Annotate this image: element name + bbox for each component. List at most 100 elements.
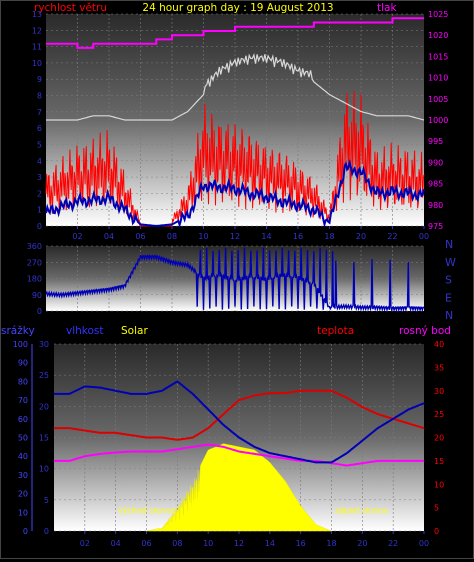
- y-tick-label: 25: [434, 410, 444, 419]
- temperature-y-axis: 0 5 10 15 20 25 30 35 40: [434, 340, 444, 536]
- wind-series: [45, 17, 425, 229]
- y-tick-label: 10: [32, 59, 42, 68]
- y-tick-label: 1015: [428, 52, 448, 61]
- y-tick-label: 5: [37, 140, 42, 149]
- sunrise-annotation: východ slunce: [118, 506, 175, 515]
- humidity-label: vlhkost: [66, 325, 104, 337]
- series-pressure: [46, 17, 424, 49]
- series-humidity: [54, 380, 425, 464]
- y-tick-label: 995: [428, 137, 443, 146]
- rain-y-axis: 0 10 20 30 40 50 60 70 80 90 100: [13, 340, 33, 536]
- y-tick-label: 6: [37, 124, 42, 133]
- y-tick-label: 10: [18, 508, 28, 517]
- y-tick-label: 9: [37, 75, 42, 84]
- y-tick-label: 2: [37, 189, 42, 198]
- chart-title: 24 hour graph day : 19 August 2013: [142, 2, 333, 14]
- y-tick-label: 180: [27, 275, 42, 284]
- y-tick-label: 1025: [428, 10, 448, 19]
- y-tick-label: 13: [32, 10, 42, 19]
- x-tick-label: 12: [234, 539, 244, 548]
- x-tick-label: 06: [135, 232, 145, 241]
- dewpoint-label: rosný bod: [399, 325, 451, 337]
- y-tick-label: 8: [37, 92, 42, 101]
- y-tick-label: 30: [434, 387, 444, 396]
- x-tick-label: 22: [388, 539, 398, 548]
- temp-series: [54, 380, 425, 532]
- y-tick-label: 12: [32, 26, 42, 35]
- series-solar: [146, 443, 332, 532]
- y-tick-label: 975: [428, 222, 443, 231]
- sunset-annotation: západ slunce: [335, 506, 388, 515]
- y-tick-label: 7: [37, 108, 42, 117]
- x-tick-label: 20: [356, 232, 366, 241]
- y-tick-label: 985: [428, 180, 443, 189]
- y-tick-label: 0: [434, 527, 439, 536]
- x-tick-label: 14: [261, 232, 271, 241]
- y-tick-label: 70: [18, 396, 28, 405]
- y-tick-label: 20: [434, 434, 444, 443]
- series-wind-gust: [45, 91, 425, 227]
- y-tick-label: 0: [37, 307, 42, 316]
- series-temperature: [54, 389, 425, 441]
- y-tick-label: 0: [23, 527, 28, 536]
- wind-x-axis: 02 04 06 08 10 12 14 16 18 20 22 00: [72, 226, 429, 241]
- x-tick-label: 16: [293, 232, 303, 241]
- y-tick-label: 30: [18, 471, 28, 480]
- x-tick-label: 14: [265, 539, 275, 548]
- y-tick-label: 40: [434, 340, 444, 349]
- x-tick-label: 06: [141, 539, 151, 548]
- x-tick-label: 22: [387, 232, 397, 241]
- x-tick-label: 02: [80, 539, 90, 548]
- y-tick-label: 980: [428, 201, 443, 210]
- y-tick-label: 60: [18, 415, 28, 424]
- y-tick-label: 1020: [428, 31, 448, 40]
- solar-label: Solar: [121, 325, 148, 337]
- y-tick-label: 10: [39, 465, 49, 474]
- y-tick-label: 20: [18, 490, 28, 499]
- x-tick-label: 08: [167, 232, 177, 241]
- x-tick-label: 00: [419, 539, 429, 548]
- wind-speed-label: rychlost větru: [34, 2, 107, 14]
- y-tick-label: 360: [27, 242, 42, 251]
- series-wind-direction: [45, 247, 425, 313]
- y-tick-label: 10: [434, 480, 444, 489]
- y-tick-label: 50: [18, 434, 28, 443]
- x-tick-label: 00: [419, 232, 429, 241]
- x-tick-label: 08: [172, 539, 182, 548]
- y-tick-label: 15: [39, 434, 49, 443]
- x-tick-label: 20: [357, 539, 367, 548]
- x-tick-label: 18: [326, 539, 336, 548]
- y-tick-label: 80: [18, 377, 28, 386]
- y-tick-label: 25: [39, 371, 49, 380]
- y-tick-label: 0: [44, 527, 49, 536]
- x-tick-label: 04: [104, 232, 114, 241]
- x-tick-label: 10: [198, 232, 208, 241]
- y-tick-label: 90: [32, 291, 42, 300]
- pressure-y-axis: 975 980 985 990 995 1000 1005 1010 1015 1020 1025: [428, 10, 448, 231]
- x-tick-label: 10: [203, 539, 213, 548]
- y-tick-label: 3: [37, 173, 42, 182]
- y-tick-label: 1010: [428, 74, 448, 83]
- compass-w-label: W: [445, 256, 456, 269]
- pressure-label: tlak: [377, 2, 397, 14]
- y-tick-label: 5: [44, 496, 49, 505]
- compass-e-label: E: [445, 291, 452, 304]
- y-tick-label: 30: [39, 340, 49, 349]
- y-tick-label: 15: [434, 457, 444, 466]
- x-tick-label: 16: [296, 539, 306, 548]
- y-tick-label: 0: [37, 222, 42, 231]
- x-tick-label: 02: [72, 232, 82, 241]
- y-tick-label: 1000: [428, 116, 448, 125]
- y-tick-label: 270: [27, 258, 42, 267]
- series-pressure-avg: [46, 53, 425, 121]
- compass-s-label: S: [445, 274, 452, 287]
- temp-x-axis: 02 04 06 08 10 12 14 16 18 20 22 00: [80, 531, 429, 548]
- y-tick-label: 1005: [428, 95, 448, 104]
- y-tick-label: 5: [434, 504, 439, 513]
- rain-label: srážky: [1, 325, 35, 337]
- y-tick-label: 990: [428, 158, 443, 167]
